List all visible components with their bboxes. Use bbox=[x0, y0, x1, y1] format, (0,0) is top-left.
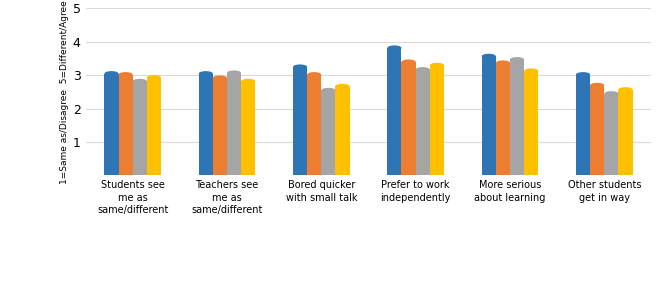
Circle shape bbox=[401, 59, 416, 65]
Circle shape bbox=[482, 54, 496, 59]
Circle shape bbox=[133, 173, 147, 178]
Legend: CTYI, CAT, CTYG, JBNS: CTYI, CAT, CTYG, JBNS bbox=[253, 281, 484, 283]
Bar bbox=[307, 75, 321, 175]
Circle shape bbox=[496, 60, 510, 65]
Circle shape bbox=[604, 91, 619, 96]
Circle shape bbox=[510, 173, 524, 178]
Circle shape bbox=[604, 173, 619, 178]
Circle shape bbox=[213, 173, 227, 178]
Bar bbox=[388, 48, 401, 175]
Circle shape bbox=[576, 72, 590, 77]
Circle shape bbox=[241, 79, 255, 84]
Bar bbox=[147, 78, 161, 175]
Circle shape bbox=[118, 173, 133, 178]
Circle shape bbox=[336, 173, 349, 178]
Circle shape bbox=[336, 84, 349, 89]
Circle shape bbox=[227, 173, 241, 178]
Circle shape bbox=[105, 71, 118, 76]
Circle shape bbox=[524, 173, 538, 178]
Circle shape bbox=[241, 173, 255, 178]
Circle shape bbox=[199, 173, 213, 178]
Circle shape bbox=[147, 173, 161, 178]
Bar bbox=[227, 73, 241, 175]
Circle shape bbox=[496, 173, 510, 178]
Bar bbox=[133, 81, 147, 175]
Circle shape bbox=[510, 57, 524, 62]
Bar bbox=[430, 65, 444, 175]
Bar bbox=[496, 63, 510, 175]
Circle shape bbox=[199, 71, 213, 76]
Circle shape bbox=[213, 76, 227, 80]
Circle shape bbox=[482, 173, 496, 178]
Circle shape bbox=[293, 65, 307, 69]
Bar bbox=[416, 70, 430, 175]
Circle shape bbox=[590, 83, 604, 88]
Circle shape bbox=[307, 72, 321, 77]
Bar bbox=[401, 62, 416, 175]
Circle shape bbox=[619, 87, 632, 92]
Circle shape bbox=[524, 68, 538, 74]
Circle shape bbox=[307, 173, 321, 178]
Circle shape bbox=[133, 79, 147, 84]
Bar bbox=[293, 67, 307, 175]
Bar bbox=[510, 60, 524, 175]
Circle shape bbox=[118, 72, 133, 77]
Circle shape bbox=[147, 75, 161, 80]
Circle shape bbox=[105, 173, 118, 178]
Circle shape bbox=[416, 67, 430, 72]
Bar bbox=[576, 75, 590, 175]
Bar bbox=[213, 78, 227, 175]
Bar bbox=[118, 75, 133, 175]
Circle shape bbox=[401, 173, 416, 178]
Y-axis label: 1=Same as/Disagree  5=Different/Agree: 1=Same as/Disagree 5=Different/Agree bbox=[59, 0, 68, 184]
Bar bbox=[241, 81, 255, 175]
Bar bbox=[482, 56, 496, 175]
Circle shape bbox=[388, 45, 401, 50]
Circle shape bbox=[430, 173, 444, 178]
Circle shape bbox=[619, 173, 632, 178]
Bar bbox=[105, 74, 118, 175]
Bar bbox=[199, 74, 213, 175]
Circle shape bbox=[227, 70, 241, 76]
Circle shape bbox=[430, 63, 444, 68]
Circle shape bbox=[388, 173, 401, 178]
Circle shape bbox=[416, 173, 430, 178]
Circle shape bbox=[576, 173, 590, 178]
Bar bbox=[321, 90, 336, 175]
Circle shape bbox=[321, 88, 336, 93]
Bar bbox=[604, 94, 619, 175]
Circle shape bbox=[590, 173, 604, 178]
Circle shape bbox=[321, 173, 336, 178]
Bar bbox=[590, 85, 604, 175]
Bar bbox=[619, 90, 632, 175]
Circle shape bbox=[293, 173, 307, 178]
Bar bbox=[336, 86, 349, 175]
Bar bbox=[524, 71, 538, 175]
